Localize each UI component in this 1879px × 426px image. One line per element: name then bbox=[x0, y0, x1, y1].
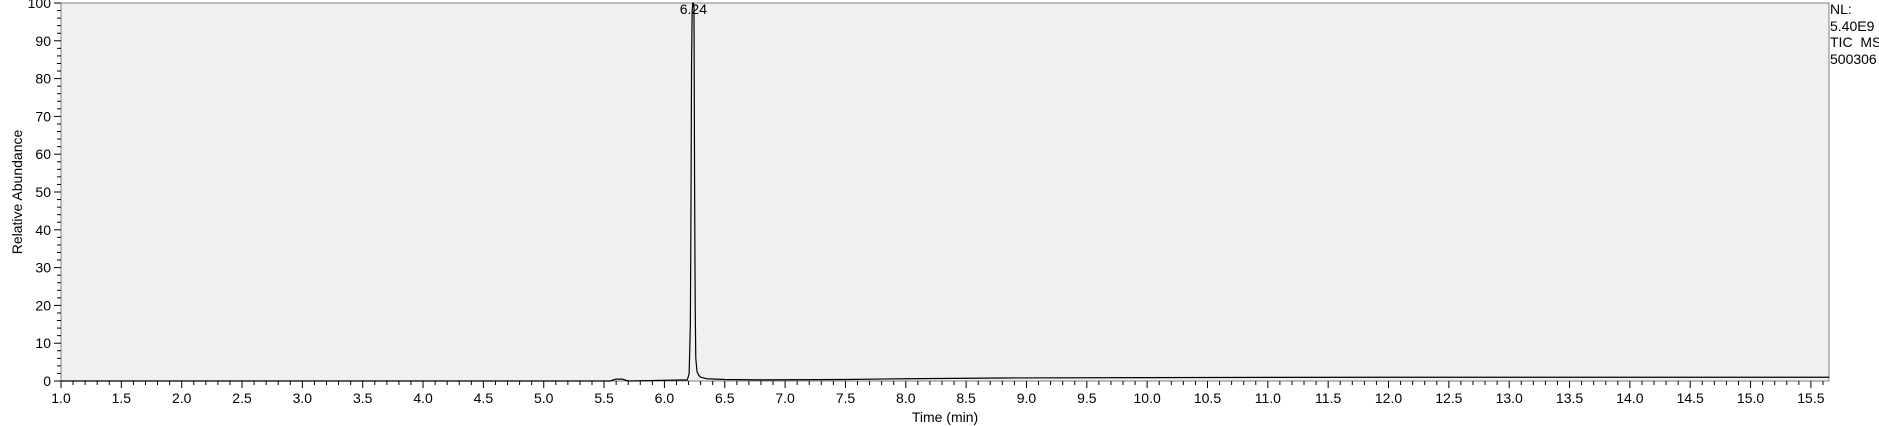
x-tick-label: 6.0 bbox=[655, 390, 675, 406]
plot-area bbox=[60, 2, 1830, 382]
x-tick-label: 15.0 bbox=[1737, 390, 1764, 406]
x-tick-label: 11.0 bbox=[1255, 390, 1281, 406]
annotation-layer: 6.24 bbox=[680, 1, 707, 17]
x-tick-label: 4.5 bbox=[474, 390, 494, 406]
x-tick-label: 11.5 bbox=[1315, 390, 1341, 406]
normalization-label: NL: bbox=[1830, 1, 1852, 17]
y-axis-title: Relative Abundance bbox=[9, 130, 25, 255]
x-tick-label: 8.0 bbox=[896, 390, 916, 406]
y-tick-label: 10 bbox=[35, 335, 51, 351]
x-tick-label: 3.0 bbox=[293, 390, 313, 406]
normalization-value: 5.40E9 bbox=[1830, 17, 1875, 34]
info-box: NL: 5.40E9 TIC MS 500306 bbox=[1830, 1, 1879, 67]
x-tick-label: 7.5 bbox=[836, 390, 856, 406]
x-tick-label: 13.5 bbox=[1556, 390, 1583, 406]
x-tick-label: 9.0 bbox=[1017, 390, 1037, 406]
x-tick-label: 10.0 bbox=[1134, 390, 1161, 406]
x-tick-label: 3.5 bbox=[353, 390, 373, 406]
x-tick-label: 14.5 bbox=[1677, 390, 1704, 406]
y-tick-label: 40 bbox=[35, 222, 51, 238]
x-tick-label: 9.5 bbox=[1077, 390, 1097, 406]
x-tick-label: 14.0 bbox=[1616, 390, 1643, 406]
x-tick-label: 13.0 bbox=[1496, 390, 1523, 406]
x-tick-label: 15.5 bbox=[1797, 390, 1824, 406]
scan-type: TIC MS bbox=[1830, 34, 1879, 50]
y-tick-label: 0 bbox=[43, 373, 51, 389]
file-name: 500306 bbox=[1830, 50, 1877, 67]
x-tick-label: 12.5 bbox=[1435, 390, 1462, 406]
y-tick-label: 60 bbox=[35, 146, 51, 162]
x-tick-label: 2.5 bbox=[232, 390, 252, 406]
y-tick-label: 80 bbox=[35, 71, 51, 87]
series-layer bbox=[61, 2, 1829, 382]
y-tick-label: 20 bbox=[35, 297, 51, 313]
x-tick-label: 1.0 bbox=[51, 390, 71, 406]
x-tick-label: 6.5 bbox=[715, 390, 735, 406]
y-tick-label: 100 bbox=[28, 0, 52, 11]
x-tick-label: 1.5 bbox=[112, 390, 132, 406]
x-tick-label: 4.0 bbox=[413, 390, 433, 406]
y-tick-label: 50 bbox=[35, 184, 51, 200]
x-axis: 1.0 1.5 2.0 2.5 3.0 3.5 4.0 4.5 5.0 5.5 6.0 6.5 7.0 7… bbox=[51, 381, 1825, 406]
y-axis: 0 10 20 30 40 50 60 70 80 90 100 bbox=[28, 0, 61, 389]
x-tick-label: 10.5 bbox=[1194, 390, 1221, 406]
x-tick-label: 5.0 bbox=[534, 390, 554, 406]
y-tick-label: 90 bbox=[35, 33, 51, 49]
x-tick-label: 8.5 bbox=[956, 390, 976, 406]
series-line-0 bbox=[61, 2, 1829, 382]
x-tick-label: 2.0 bbox=[172, 390, 192, 406]
peak-label: 6.24 bbox=[680, 1, 707, 17]
x-axis-title: Time (min) bbox=[912, 409, 978, 425]
y-tick-label: 30 bbox=[35, 260, 51, 276]
x-tick-label: 5.5 bbox=[594, 390, 614, 406]
x-tick-label: 7.0 bbox=[775, 390, 795, 406]
x-tick-label: 12.0 bbox=[1375, 390, 1402, 406]
y-tick-label: 70 bbox=[35, 108, 51, 124]
